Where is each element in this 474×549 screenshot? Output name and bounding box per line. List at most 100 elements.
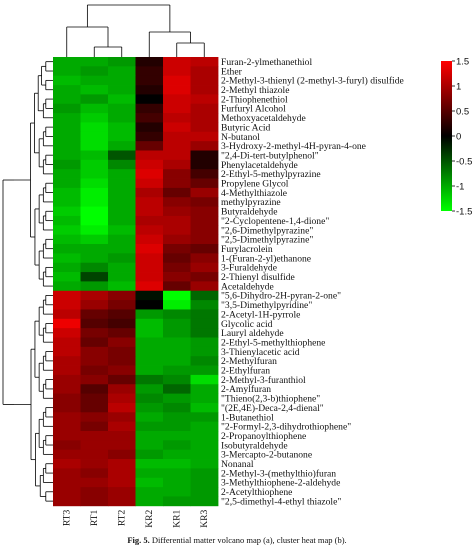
heatmap-cell [80,412,109,423]
heatmap-cell [135,234,164,245]
row-label: 2-Amylfuran [221,384,271,395]
heatmap-cell [163,187,191,198]
heatmap-cell [163,393,191,404]
heatmap-cell [80,187,109,198]
heatmap-cell [190,487,219,497]
heatmap-cell [135,215,164,226]
heatmap-cell [80,75,109,86]
row-label: 2-Methyl-3-(methylthio)furan [221,468,336,479]
color-scale-tick-label: -1 [456,181,464,192]
heatmap-cell [53,131,81,142]
heatmap-cell [80,281,109,292]
heatmap-cell [135,206,164,217]
heatmap-cell [135,141,164,151]
heatmap-cell [135,103,164,114]
heatmap-cell [163,318,191,329]
heatmap-cell [163,290,191,301]
heatmap-cell [80,290,109,301]
column-label: KR1 [173,510,183,528]
heatmap-cell [108,150,136,161]
row-label: "2,4-Di-tert-butylphenol" [221,150,319,161]
heatmap-cell [53,309,81,320]
heatmap-cell [135,468,164,479]
heatmap-cell [135,318,164,329]
heatmap-cell [135,290,164,301]
row-label: "Thieno(2,3-b)thiophene" [221,394,320,405]
heatmap-cell [80,113,109,123]
color-scale-bar [441,61,452,211]
heatmap-cell [53,477,81,488]
heatmap-cell [80,57,109,67]
column-label: RT3 [63,510,73,527]
heatmap-cell [80,103,109,114]
heatmap-cell [53,365,81,376]
heatmap-cell [53,402,81,413]
heatmap-cell [163,57,191,67]
heatmap-cell [163,253,191,264]
heatmap-cell [53,57,81,67]
row-label: 2-Methyl-3-furanthiol [221,375,306,386]
row-label: 3-Methylthiophene-2-aldehyde [221,478,340,489]
heatmap-cell [108,262,136,273]
heatmap-cell [108,412,136,423]
heatmap-cell [80,215,109,226]
row-label: "2,6-Dimethylpyrazine" [221,225,313,236]
row-label: 2-Ethylfuran [221,366,270,377]
row-label: 3-Hydroxy-2-methyl-4H-pyran-4-one [221,141,366,152]
heatmap-cell [135,393,164,404]
heatmap-cell [53,412,81,423]
heatmap-cell [163,431,191,441]
heatmap-cell [135,356,164,366]
heatmap-cell [53,187,81,198]
heatmap-cell [163,122,191,133]
heatmap-cell [80,244,109,254]
row-label: 2-Acetylthiophene [221,487,292,498]
heatmap-cell [190,374,219,385]
heatmap-cell [53,421,81,432]
heatmap-cell [108,309,136,320]
heatmap-cell [163,459,191,469]
heatmap-cell [163,178,191,189]
heatmap-cell [135,346,164,357]
heatmap-cell [190,178,219,189]
heatmap-cell [108,75,136,86]
heatmap-cell [53,290,81,301]
heatmap-cell [80,197,109,207]
heatmap-cell [108,215,136,226]
heatmap-cell [108,449,136,460]
heatmap-cell [163,262,191,273]
row-label: 3-Thienylacetic acid [221,347,300,358]
heatmap-cell [190,169,219,179]
heatmap-cell [80,159,109,170]
heatmap-cell [80,356,109,366]
heatmap-cell [190,281,219,292]
heatmap-cell [190,253,219,264]
row-label: Methoxyacetaldehyde [221,113,306,124]
heatmap-cell [163,337,191,348]
heatmap-cell [135,85,164,95]
row-dendrogram [2,61,53,502]
heatmap-cell [163,468,191,479]
heatmap-cell [135,281,164,292]
heatmap-cell [108,421,136,432]
column-dendrogram [66,4,205,57]
heatmap-cell [163,103,191,114]
heatmap-cell [53,206,81,217]
heatmap-cell [108,94,136,105]
heatmap-cell [80,384,109,394]
heatmap-cell [135,169,164,179]
heatmap-cell [190,113,219,123]
heatmap-cell [53,328,81,338]
heatmap-cell [80,253,109,264]
heatmap-cell [135,225,164,236]
row-label: 2-Thienyl disulfide [221,272,295,283]
heatmap-cell [108,197,136,207]
heatmap-cell [80,66,109,77]
heatmap-cell [53,459,81,469]
heatmap-cell [190,290,219,301]
heatmap-cell [80,169,109,179]
heatmap-cell [190,328,219,338]
row-label: 3-Mercapto-2-butanone [221,450,312,461]
heatmap-cells [53,57,219,507]
heatmap-cell [135,449,164,460]
